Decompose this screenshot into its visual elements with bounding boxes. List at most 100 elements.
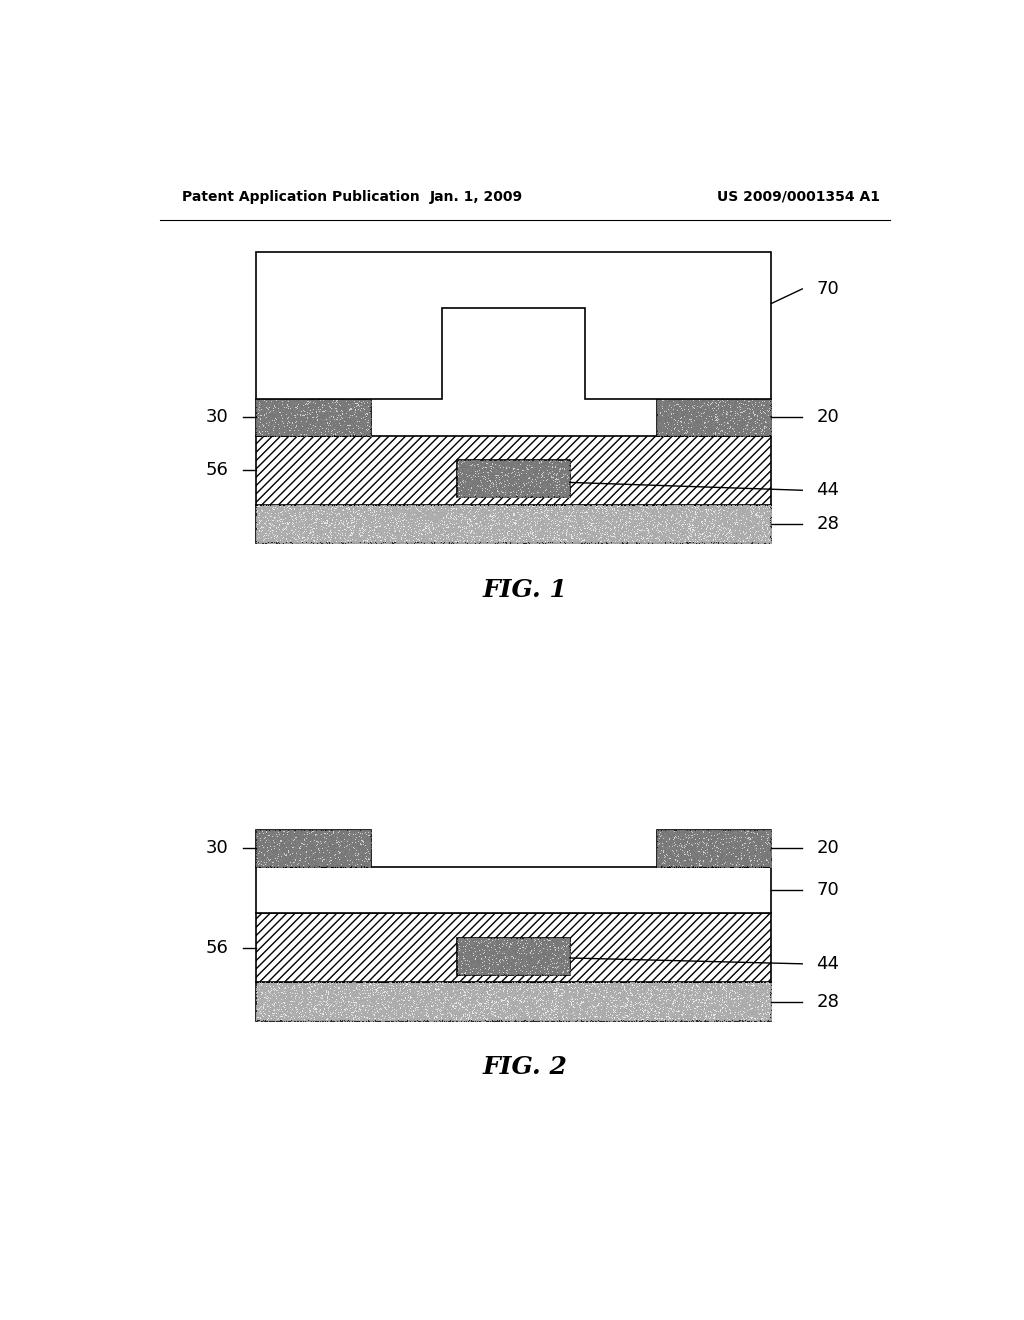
Point: [488, 496, 505, 517]
Point: [465, 956, 481, 977]
Point: [550, 506, 566, 527]
Point: [669, 828, 685, 849]
Point: [612, 528, 629, 549]
Point: [609, 515, 626, 536]
Point: [395, 986, 412, 1007]
Point: [290, 836, 306, 857]
Point: [553, 929, 569, 950]
Point: [271, 496, 288, 517]
Point: [268, 508, 285, 529]
Point: [542, 956, 558, 977]
Point: [660, 842, 677, 863]
Point: [692, 847, 709, 869]
Point: [322, 417, 338, 438]
Point: [348, 504, 365, 525]
Point: [740, 515, 757, 536]
Point: [633, 997, 649, 1018]
Point: [730, 829, 746, 850]
Point: [294, 396, 310, 417]
Point: [612, 974, 629, 995]
Point: [751, 412, 767, 433]
Point: [608, 498, 625, 519]
Point: [473, 942, 489, 964]
Point: [313, 523, 330, 544]
Point: [654, 392, 671, 413]
Point: [315, 508, 332, 529]
Point: [730, 413, 746, 434]
Point: [487, 944, 504, 965]
Point: [492, 997, 508, 1018]
Point: [495, 958, 511, 979]
Point: [464, 977, 480, 998]
Point: [600, 985, 616, 1006]
Point: [680, 834, 696, 855]
Point: [551, 948, 567, 969]
Point: [289, 990, 305, 1011]
Point: [676, 495, 692, 516]
Point: [685, 1010, 701, 1031]
Point: [553, 936, 569, 957]
Point: [483, 935, 500, 956]
Point: [284, 388, 300, 409]
Point: [412, 978, 428, 999]
Point: [664, 414, 680, 436]
Point: [317, 998, 334, 1019]
Point: [670, 413, 686, 434]
Point: [314, 416, 331, 437]
Point: [673, 401, 689, 422]
Point: [662, 408, 678, 429]
Point: [703, 516, 720, 537]
Point: [649, 853, 666, 874]
Point: [719, 422, 735, 444]
Point: [260, 974, 276, 995]
Point: [260, 503, 276, 524]
Point: [425, 495, 441, 516]
Point: [673, 829, 689, 850]
Point: [668, 499, 684, 520]
Point: [682, 853, 698, 874]
Point: [335, 982, 351, 1003]
Point: [463, 997, 479, 1018]
Point: [423, 499, 439, 520]
Point: [416, 525, 432, 546]
Point: [717, 825, 733, 846]
Point: [657, 411, 674, 432]
Point: [541, 998, 557, 1019]
Point: [762, 397, 778, 418]
Point: [668, 825, 684, 846]
Point: [524, 954, 541, 975]
Point: [255, 845, 271, 866]
Point: [543, 945, 559, 966]
Point: [443, 515, 460, 536]
Point: [329, 395, 345, 416]
Point: [425, 973, 441, 994]
Point: [331, 985, 347, 1006]
Point: [755, 829, 771, 850]
Point: [708, 973, 724, 994]
Point: [341, 511, 357, 532]
Point: [377, 991, 393, 1012]
Point: [489, 504, 506, 525]
Point: [753, 401, 769, 422]
Point: [712, 993, 728, 1014]
Point: [681, 414, 697, 436]
Point: [717, 417, 733, 438]
Point: [318, 1002, 335, 1023]
Point: [311, 824, 328, 845]
Point: [693, 993, 710, 1014]
Point: [299, 979, 315, 1001]
Point: [556, 946, 572, 968]
Point: [268, 972, 285, 993]
Point: [321, 998, 337, 1019]
Point: [354, 388, 371, 409]
Point: [264, 424, 281, 445]
Point: [675, 520, 691, 541]
Point: [322, 841, 338, 862]
Point: [506, 949, 522, 970]
Point: [325, 528, 341, 549]
Point: [329, 403, 345, 424]
Point: [692, 401, 709, 422]
Point: [696, 830, 713, 851]
Point: [503, 953, 519, 974]
Point: [333, 826, 349, 847]
